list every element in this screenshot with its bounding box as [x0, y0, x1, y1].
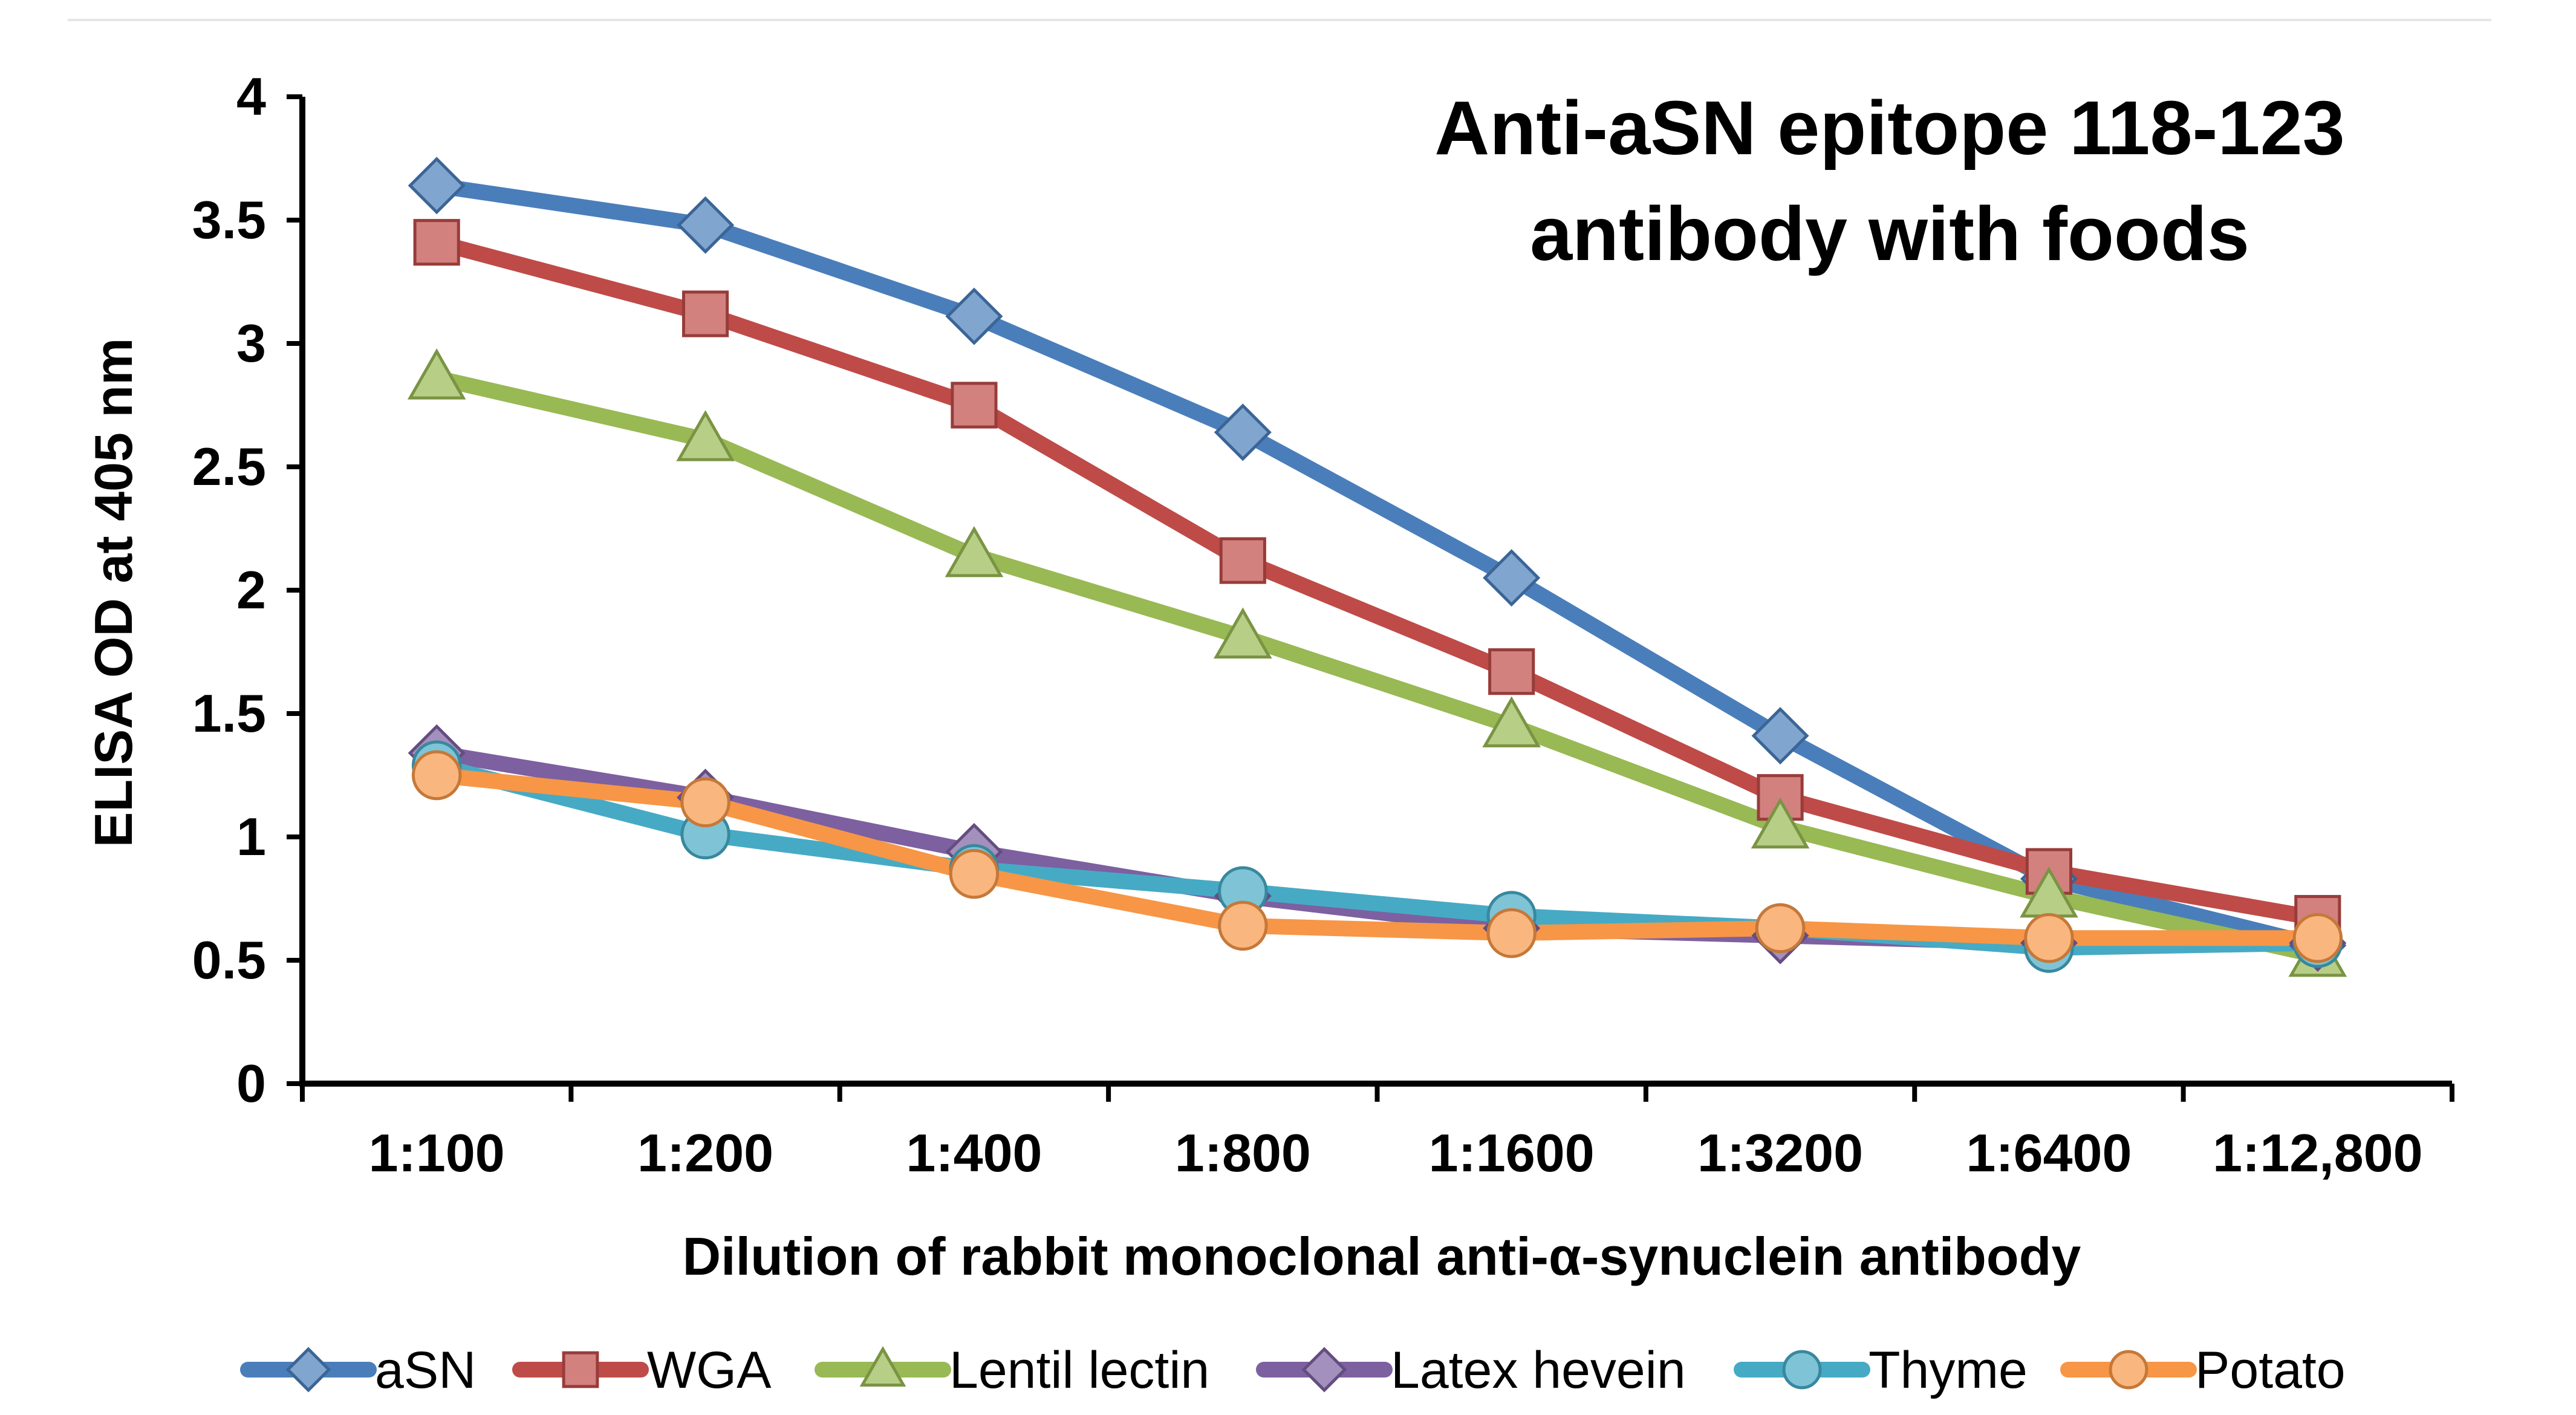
data-point-asn	[1214, 403, 1272, 461]
y-tick-label: 1.5	[192, 683, 266, 743]
legend-label-lentil-lectin: Lentil lectin	[949, 1341, 1209, 1399]
chart-title-line-1: Anti-aSN epitope 118-123	[1434, 85, 2344, 171]
x-tick-label: 1:100	[369, 1123, 505, 1183]
series-line-wga	[429, 234, 2326, 926]
data-point-potato	[2292, 913, 2343, 963]
y-tick-label: 0.5	[192, 930, 266, 990]
x-axis-label: Dilution of rabbit monoclonal anti-α-syn…	[683, 1226, 2081, 1286]
legend-marker-asn	[285, 1347, 331, 1393]
legend-marker-potato	[2109, 1350, 2148, 1390]
legend-label-potato: Potato	[2195, 1341, 2346, 1399]
data-point-wga	[681, 290, 729, 337]
x-tick-label: 1:3200	[1697, 1123, 1863, 1183]
legend-label-asn: aSN	[375, 1341, 476, 1399]
legend-marker-latex-hevein	[1301, 1347, 1347, 1393]
x-tick-label: 1:400	[906, 1123, 1042, 1183]
data-point-asn	[677, 196, 735, 254]
x-tick-label: 1:12,800	[2213, 1123, 2422, 1183]
data-point-lentil-lectin	[1751, 797, 1810, 849]
x-tick-label: 1:200	[637, 1123, 773, 1183]
data-point-potato	[2024, 913, 2074, 963]
y-tick-label: 1	[236, 807, 266, 867]
data-point-asn	[1483, 549, 1541, 607]
data-point-wga	[413, 219, 460, 266]
y-tick-label: 0	[236, 1053, 266, 1113]
data-point-potato	[411, 750, 462, 801]
y-tick-label: 3	[236, 313, 266, 373]
series-line-thyme	[429, 757, 2326, 956]
data-point-lentil-lectin	[1214, 607, 1272, 659]
series-markers	[407, 157, 2347, 977]
legend-marker-thyme	[1782, 1350, 1822, 1390]
x-tick-label: 1:800	[1175, 1123, 1311, 1183]
y-tick-label: 3.5	[192, 190, 266, 250]
legend-label-thyme: Thyme	[1869, 1341, 2028, 1399]
legend-label-latex-hevein: Latex hevein	[1391, 1341, 1686, 1399]
data-point-lentil-lectin	[945, 525, 1004, 577]
x-tick-label: 1:6400	[1966, 1123, 2132, 1183]
data-point-lentil-lectin	[407, 348, 466, 400]
data-point-asn	[945, 287, 1003, 345]
legend: aSN WGA Lentil lectin Latex hevein Thyme Pota…	[240, 1341, 2346, 1399]
y-axis-label: ELISA OD at 405 nm	[83, 338, 143, 848]
data-point-potato	[1486, 908, 1537, 958]
y-tick-label: 2	[236, 560, 266, 620]
data-point-asn	[408, 157, 466, 215]
x-tick-label: 1:1600	[1429, 1123, 1595, 1183]
data-point-potato	[949, 848, 1000, 899]
y-tick-label: 4	[236, 67, 266, 126]
y-tick-label: 2.5	[192, 437, 266, 496]
data-point-potato	[1755, 903, 1806, 954]
data-point-lentil-lectin	[676, 410, 735, 461]
data-point-potato	[1218, 900, 1268, 951]
series-lines	[429, 177, 2326, 963]
data-point-wga	[1219, 537, 1266, 584]
legend-label-wga: WGA	[647, 1341, 772, 1399]
data-point-asn	[1751, 707, 1809, 765]
series-line-potato	[429, 767, 2326, 946]
chart-title-line-2: antibody with foods	[1530, 191, 2249, 276]
series-line-lentil-lectin	[429, 370, 2326, 963]
data-point-wga	[951, 382, 998, 429]
data-point-wga	[1488, 648, 1535, 695]
legend-marker-lentil-lectin	[859, 1345, 906, 1387]
data-point-lentil-lectin	[1482, 696, 1541, 747]
axes: 0 0.5 1 1.5 2 2.5 3 3.5 4 1:100 1:200 1:400 1:800 1:1…	[192, 67, 2454, 1183]
legend-marker-wga	[562, 1351, 599, 1388]
data-point-potato	[680, 777, 730, 828]
